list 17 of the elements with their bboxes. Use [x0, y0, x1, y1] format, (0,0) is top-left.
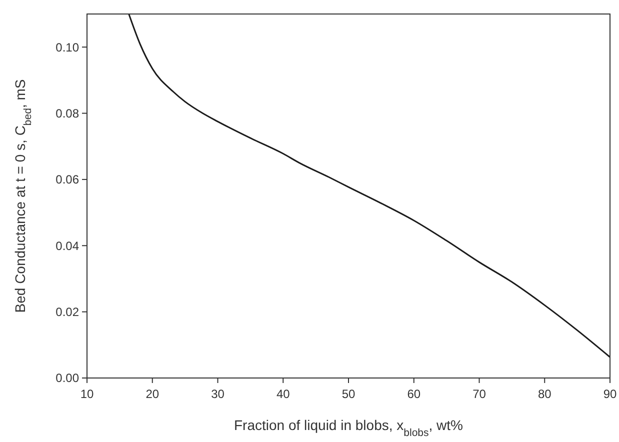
x-tick-label: 60 [407, 387, 421, 401]
x-axis-title: Fraction of liquid in blobs, x$_{blobs}$, wt% [234, 417, 463, 439]
line-series [128, 14, 610, 358]
y-tick-label: 0.08 [56, 106, 80, 120]
y-tick-label: 0.10 [56, 40, 80, 54]
x-tick-label: 80 [538, 387, 552, 401]
x-tick-label: 70 [472, 387, 486, 401]
x-tick-label: 50 [342, 387, 356, 401]
y-tick-label: 0.06 [56, 172, 80, 187]
x-tick-label: 20 [146, 387, 160, 401]
y-tick-label: 0.04 [56, 238, 80, 253]
x-tick-label: 30 [211, 387, 225, 401]
y-tick-label: 0.00 [56, 371, 80, 386]
x-tick-label: 10 [80, 387, 94, 401]
x-tick-label: 90 [603, 387, 617, 401]
x-tick-label: 40 [276, 387, 290, 401]
y-tick-label: 0.02 [56, 305, 80, 320]
